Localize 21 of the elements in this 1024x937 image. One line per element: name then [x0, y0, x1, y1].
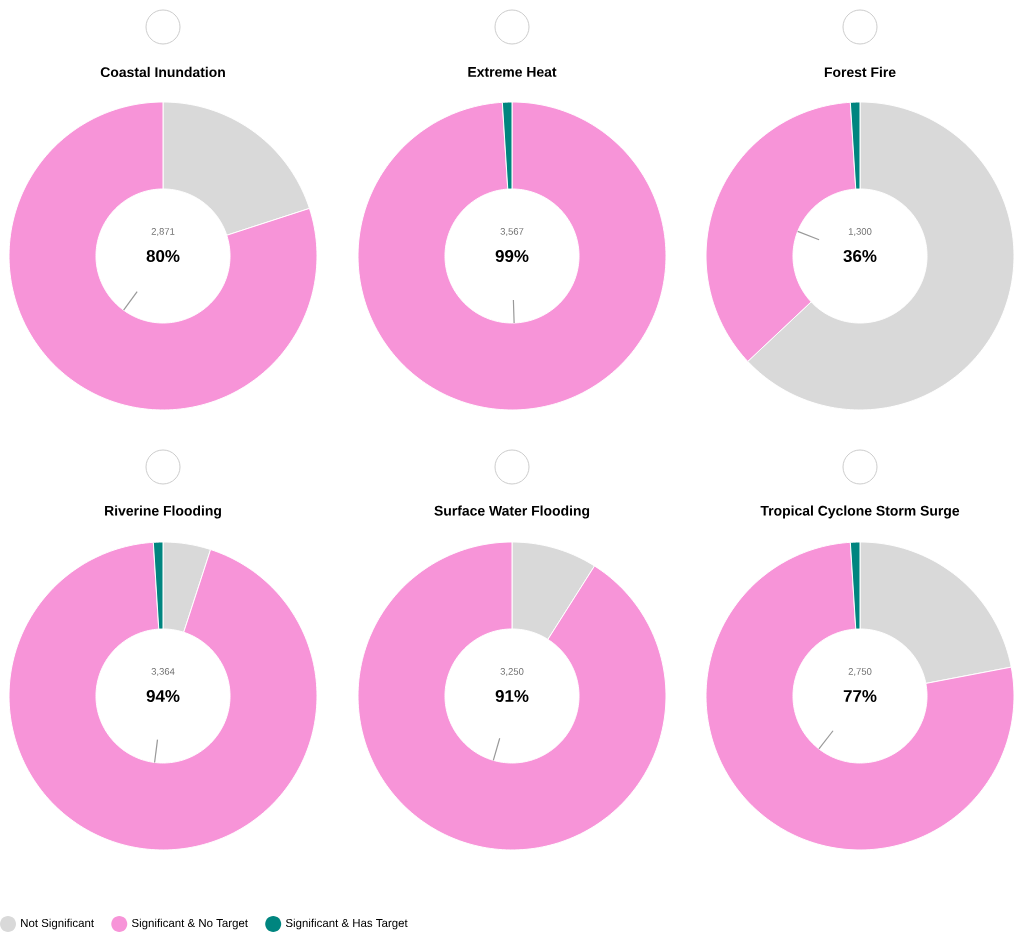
text: 2,750 — [848, 668, 872, 676]
chart-title: Riverine Flooding — [105, 505, 221, 519]
data-label: 36% — [843, 249, 877, 262]
data-label: 94% — [146, 689, 180, 702]
legend-label: Significant & No Target — [131, 918, 248, 930]
text: 2,871 — [151, 228, 175, 236]
chart-title: Forest Fire — [824, 66, 896, 78]
text: 3,364 — [151, 668, 175, 676]
chart-title: Extreme Heat — [468, 67, 557, 77]
chart-title: Coastal Inundation — [100, 66, 225, 78]
text: 1,300 — [848, 228, 872, 236]
data-label: 77% — [843, 690, 877, 702]
chart-title: Surface Water Flooding — [434, 505, 590, 519]
data-label: 80% — [146, 249, 180, 262]
legend-label: Significant & Has Target — [285, 918, 408, 930]
chart-title: Tropical Cyclone Storm Surge — [760, 505, 960, 519]
legend-label: Not Significant — [21, 918, 94, 930]
text: 3,250 — [500, 668, 524, 676]
text: 3,567 — [500, 228, 524, 236]
data-label: 91% — [495, 689, 529, 702]
data-label: 99% — [495, 249, 529, 262]
